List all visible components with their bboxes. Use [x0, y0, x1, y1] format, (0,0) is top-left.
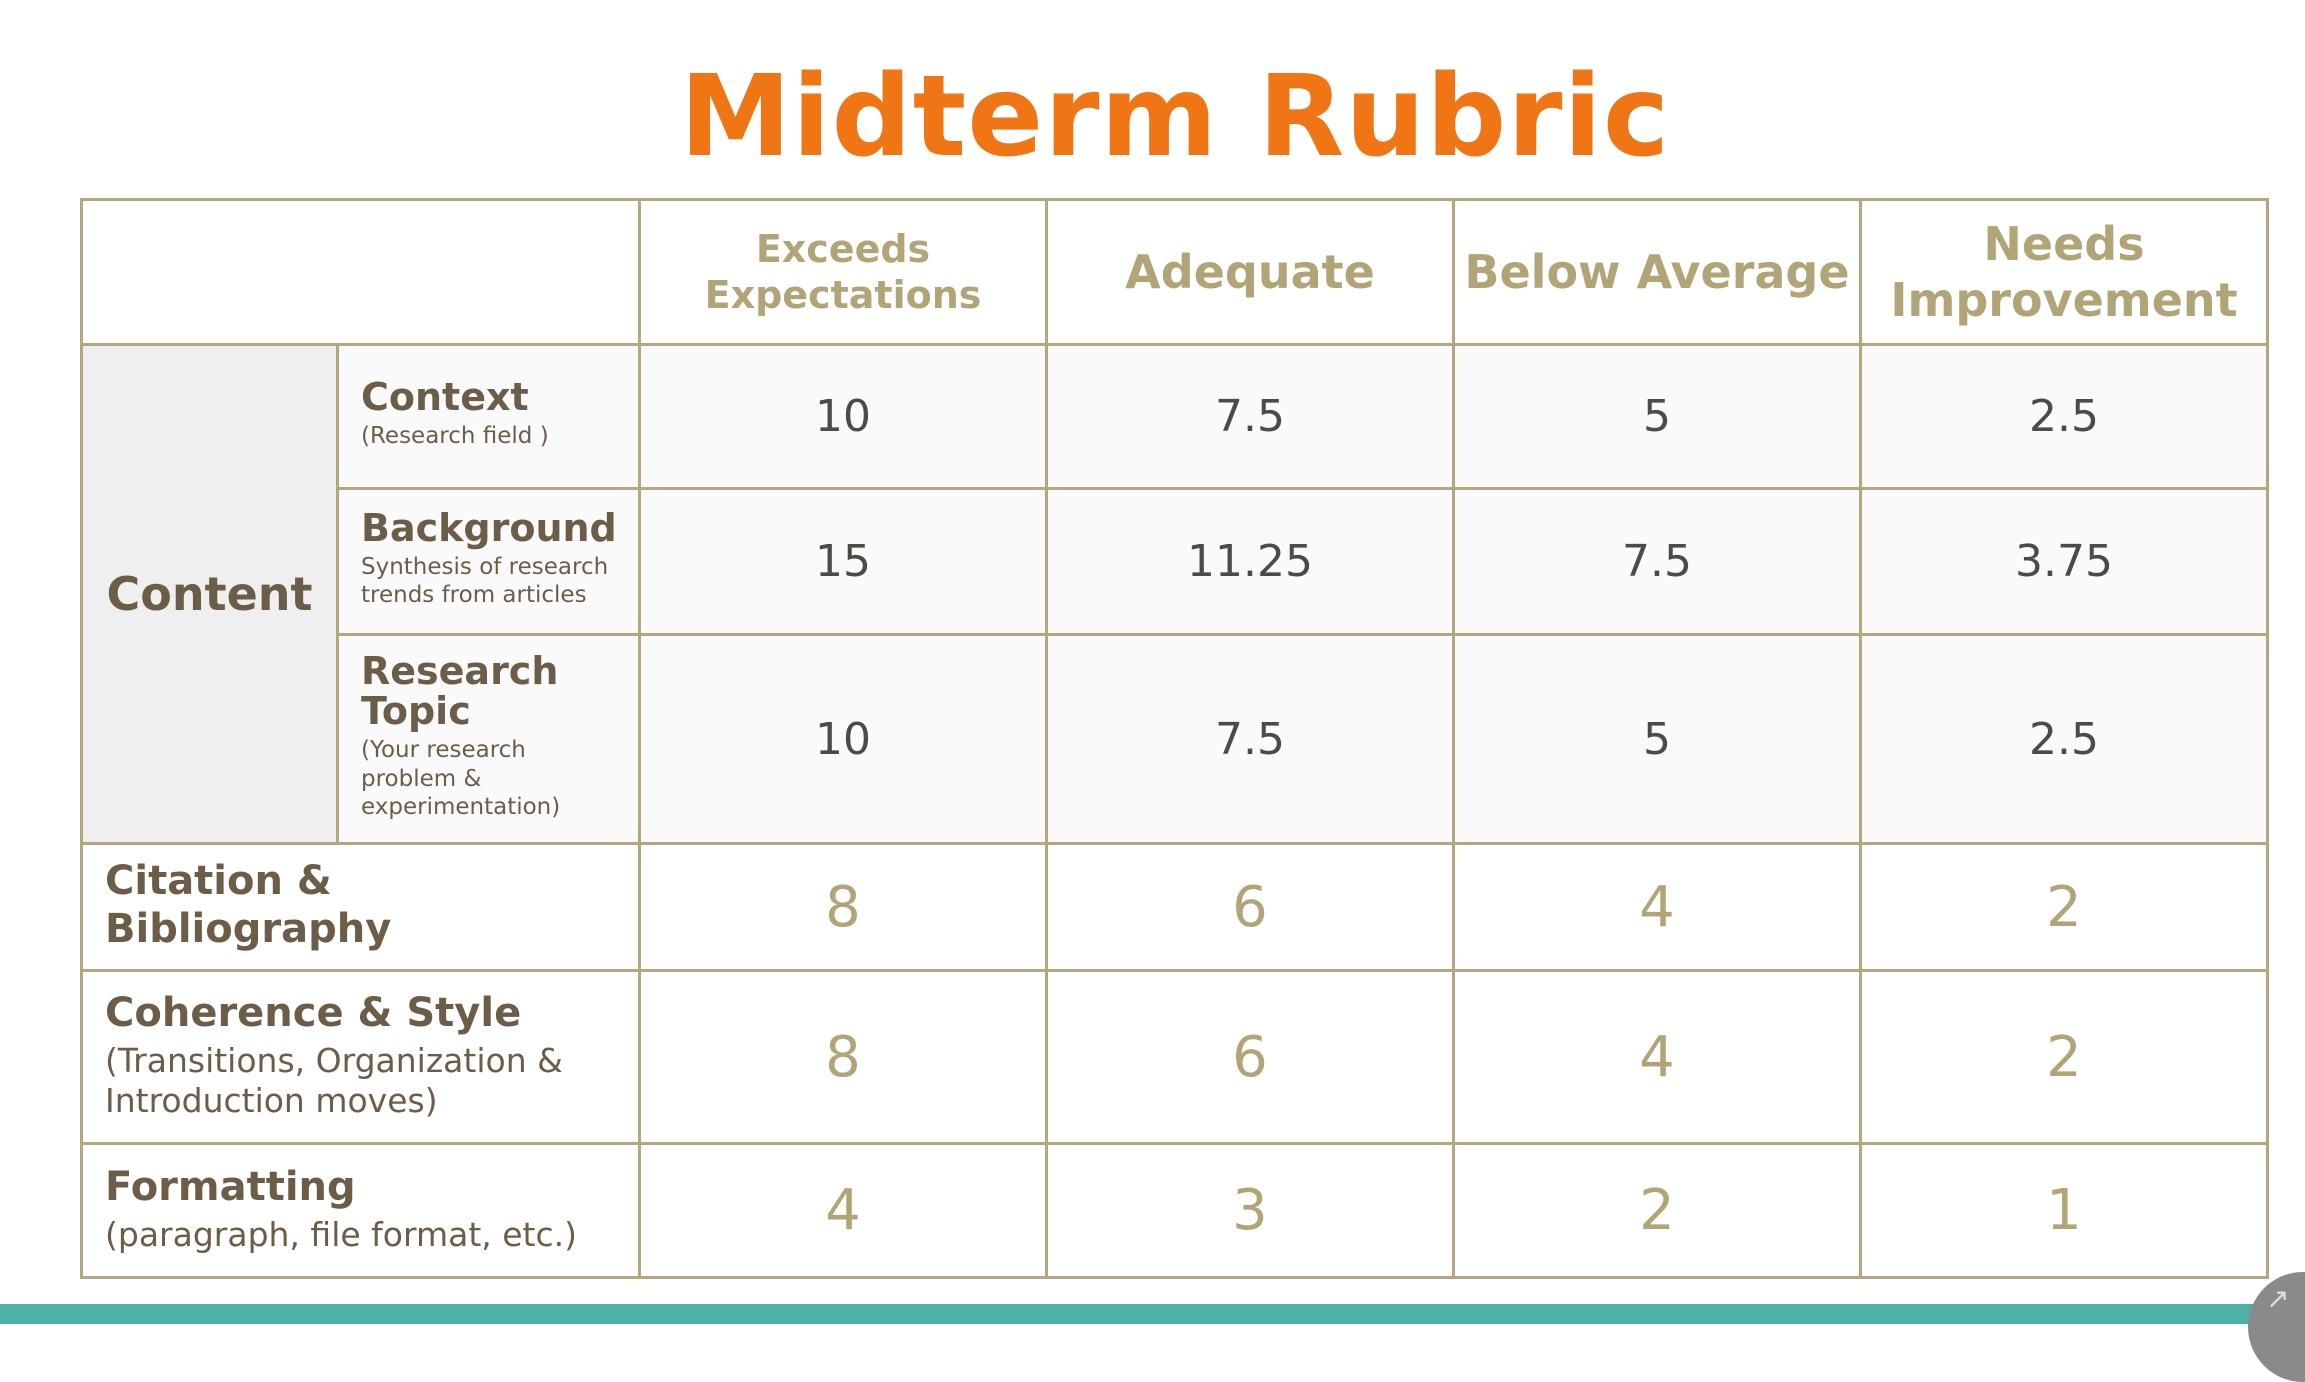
score-cell: 10 [638, 343, 1048, 490]
criterion-cell: Background Synthesis of research trends … [336, 487, 641, 636]
score-cell: 8 [638, 969, 1048, 1146]
criterion-desc: Synthesis of research trends from articl… [361, 553, 609, 609]
footer-bar [0, 1304, 2305, 1324]
header-blank-cell [80, 198, 641, 346]
score-cell: 2 [1859, 842, 2269, 973]
category-content: Content [80, 342, 339, 846]
score-cell: 2 [1859, 969, 2269, 1146]
page-title: Midterm Rubric [679, 52, 1671, 182]
header-row: Exceeds Expectations Adequate Below Aver… [80, 198, 2269, 346]
criterion-title: Background [361, 505, 617, 550]
score-cell: 6 [1045, 969, 1455, 1146]
criterion-desc: (Transitions, Organization & Introductio… [105, 1041, 563, 1121]
header-adequate: Adequate [1045, 198, 1455, 346]
score-cell: 2.5 [1859, 343, 2269, 490]
criterion-cell: Context (Research field ) [336, 343, 641, 490]
criterion-title: Coherence & Style [105, 990, 522, 1037]
score-cell: 3.75 [1859, 487, 2269, 636]
criterion-cell: Coherence & Style (Transitions, Organiza… [80, 969, 641, 1146]
score-cell: 8 [638, 842, 1048, 973]
table-row: Content Context (Research field ) 10 7.5… [80, 342, 2269, 846]
header-needs-improvement: Needs Improvement [1859, 198, 2269, 346]
score-cell: 7.5 [1045, 632, 1455, 846]
expand-button[interactable]: ↗ [2248, 1272, 2305, 1382]
score-cell: 7.5 [1045, 343, 1455, 490]
header-below-average: Below Average [1452, 198, 1862, 346]
score-cell: 5 [1452, 632, 1862, 846]
criterion-desc: (paragraph, file format, etc.) [105, 1214, 577, 1254]
criterion-cell: Formatting (paragraph, file format, etc.… [80, 1142, 641, 1280]
table-row: Research Topic (Your research problem & … [82, 632, 2269, 846]
score-cell: 4 [1452, 969, 1862, 1146]
table-row: Coherence & Style (Transitions, Organiza… [80, 969, 2269, 1146]
table-row: Citation & Bibliography 8 6 4 2 [80, 842, 2269, 973]
score-cell: 5 [1452, 343, 1862, 490]
criterion-desc: (Your research problem & experimentation… [361, 736, 561, 821]
score-cell: 2.5 [1859, 632, 2269, 846]
criterion-title: Context [361, 375, 529, 420]
score-cell: 10 [638, 632, 1048, 846]
score-cell: 1 [1859, 1142, 2269, 1280]
score-cell: 15 [638, 487, 1048, 636]
score-cell: 11.25 [1045, 487, 1455, 636]
rubric-table: Exceeds Expectations Adequate Below Aver… [80, 198, 2269, 1280]
table-row: Formatting (paragraph, file format, etc.… [80, 1142, 2269, 1280]
score-cell: 3 [1045, 1142, 1455, 1280]
table-row: Background Synthesis of research trends … [82, 487, 2269, 636]
header-exceeds: Exceeds Expectations [638, 198, 1048, 346]
expand-icon: ↗ [2266, 1282, 2290, 1315]
score-cell: 4 [638, 1142, 1048, 1280]
score-cell: 6 [1045, 842, 1455, 973]
criterion-title: Citation & Bibliography [105, 858, 392, 953]
score-cell: 7.5 [1452, 487, 1862, 636]
criterion-cell: Citation & Bibliography [80, 842, 641, 973]
criterion-cell: Research Topic (Your research problem & … [336, 632, 641, 846]
criterion-desc: (Research field ) [361, 423, 549, 450]
score-cell: 4 [1452, 842, 1862, 973]
criterion-title: Formatting [105, 1163, 356, 1210]
score-cell: 2 [1452, 1142, 1862, 1280]
criterion-title: Research Topic [361, 649, 559, 733]
